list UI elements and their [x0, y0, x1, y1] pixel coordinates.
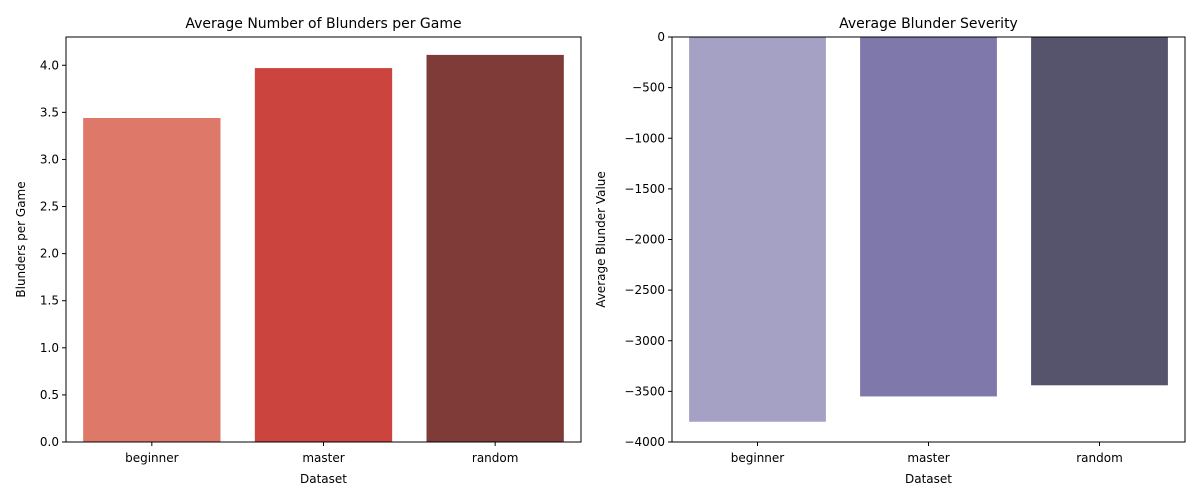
bar-beginner: [83, 118, 220, 442]
y-tick-label: −500: [632, 81, 665, 95]
y-tick-label: 0.0: [40, 435, 59, 449]
y-tick-label: 2.0: [40, 247, 59, 261]
y-tick-label: 3.0: [40, 152, 59, 166]
y-tick-label: 1.0: [40, 341, 59, 355]
x-axis-label: Dataset: [300, 472, 347, 486]
y-tick-label: 0: [657, 30, 665, 44]
x-tick-label-beginner: beginner: [731, 451, 785, 465]
chart-title: Average Number of Blunders per Game: [185, 16, 461, 32]
y-axis-label: Blunders per Game: [14, 181, 28, 297]
bar-master: [255, 68, 392, 442]
y-axis-label: Average Blunder Value: [594, 171, 608, 308]
y-tick-label: −1500: [624, 182, 665, 196]
x-axis-label: Dataset: [905, 472, 952, 486]
y-tick-label: 1.5: [40, 294, 59, 308]
x-tick-label-random: random: [1076, 451, 1123, 465]
x-tick-label-random: random: [472, 451, 519, 465]
blunders-per-game-chart: 0.0 0.5 1.0 1.5 2.0 2.5 3.0 3.5 4.0 beginner maste…: [14, 16, 581, 486]
y-tick-label: −2500: [624, 283, 665, 297]
y-tick-label: 2.5: [40, 200, 59, 214]
blunder-severity-chart: 0 −500 −1000 −1500 −2000 −2500 −3000 −3500 −4000…: [594, 16, 1185, 486]
y-tick-label: 3.5: [40, 105, 59, 119]
y-tick-label: −1000: [624, 131, 665, 145]
y-tick-label: −2000: [624, 233, 665, 247]
x-tick-label-beginner: beginner: [125, 451, 179, 465]
bar-random: [1031, 37, 1168, 385]
bar-master: [860, 37, 997, 396]
y-tick-label: 0.5: [40, 388, 59, 402]
bar-beginner: [689, 37, 826, 422]
chart-title: Average Blunder Severity: [839, 16, 1018, 32]
x-tick-label-master: master: [302, 451, 344, 465]
y-tick-label: −3500: [624, 384, 665, 398]
y-tick-label: −3000: [624, 334, 665, 348]
x-tick-label-master: master: [907, 451, 949, 465]
y-tick-label: 4.0: [40, 58, 59, 72]
y-tick-label: −4000: [624, 435, 665, 449]
bar-random: [427, 55, 564, 442]
